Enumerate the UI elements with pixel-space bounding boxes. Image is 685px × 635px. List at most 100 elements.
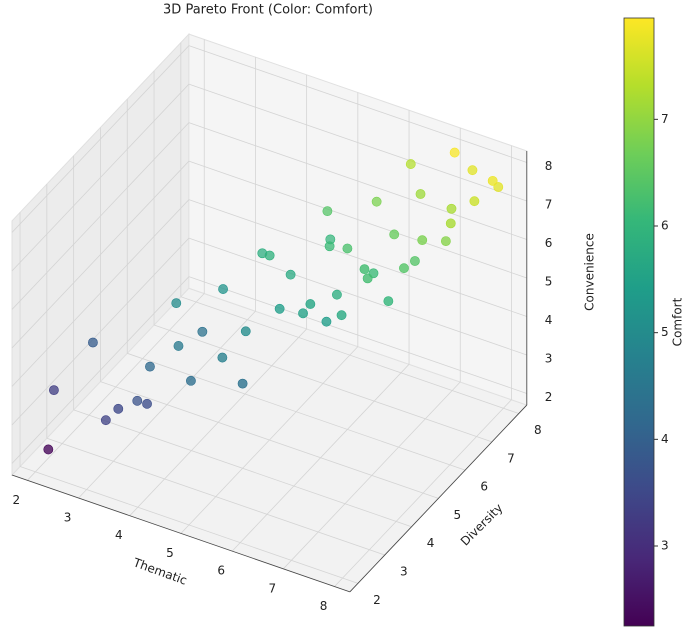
point — [445, 218, 456, 229]
colorbar-tick-label: 6 — [661, 219, 669, 233]
z-tick-label: 7 — [545, 197, 553, 211]
x-tick-label: 5 — [166, 546, 174, 560]
x-tick-label: 6 — [217, 564, 225, 578]
point — [142, 398, 152, 409]
axis-line — [11, 474, 351, 593]
point — [218, 284, 228, 294]
grid — [11, 39, 528, 593]
z-tick-label: 4 — [545, 313, 553, 327]
grid-line — [188, 45, 527, 163]
grid-line — [188, 276, 527, 394]
y-tick-label: 2 — [373, 593, 381, 607]
grid-line — [73, 409, 412, 528]
point — [467, 165, 478, 176]
point — [332, 289, 342, 300]
z-tick-label: 8 — [545, 159, 553, 173]
colorbar-title: Comfort — [671, 297, 685, 346]
point — [359, 264, 370, 275]
colorbar-tick-label: 4 — [661, 432, 669, 446]
grid-line — [188, 160, 527, 279]
point — [274, 303, 285, 314]
z-tick-label: 6 — [545, 236, 553, 250]
point — [405, 159, 416, 169]
point — [305, 299, 316, 309]
point — [389, 229, 400, 240]
grid-line — [11, 160, 190, 349]
grid-line — [188, 83, 527, 202]
axis-line — [349, 404, 528, 593]
y-tick-label: 7 — [507, 451, 515, 465]
point — [440, 236, 451, 246]
point — [321, 316, 332, 327]
point — [469, 196, 480, 207]
grid-line — [11, 122, 190, 310]
panes — [11, 32, 528, 593]
colorbar — [623, 17, 655, 627]
colorbar-tick-label: 3 — [661, 539, 669, 553]
y-tick-label: 6 — [480, 480, 488, 494]
point — [240, 326, 251, 337]
point — [410, 256, 420, 266]
point — [49, 385, 59, 396]
point — [197, 326, 208, 337]
grid-line — [11, 45, 190, 233]
x-tick-label: 4 — [115, 528, 123, 542]
point — [362, 273, 373, 284]
points — [43, 147, 504, 455]
x-tick-label: 8 — [320, 599, 328, 613]
x-axis-title: Thematic — [131, 555, 189, 588]
grid-line — [188, 237, 527, 356]
point — [145, 361, 155, 372]
point — [171, 298, 182, 309]
point — [371, 196, 382, 207]
point — [336, 310, 347, 321]
grid-line — [46, 437, 385, 556]
grid-line — [188, 199, 527, 317]
z-tick-label: 5 — [545, 274, 553, 288]
point — [88, 337, 98, 348]
point — [132, 395, 143, 406]
y-tick-label: 3 — [400, 565, 408, 579]
point — [446, 203, 457, 214]
y-tick-label: 5 — [454, 508, 462, 522]
z-tick-label: 3 — [545, 351, 553, 365]
point — [113, 403, 124, 414]
grid-line — [188, 122, 527, 240]
point — [285, 269, 296, 280]
point — [43, 444, 54, 455]
point — [324, 241, 335, 252]
point — [173, 341, 184, 351]
point — [217, 352, 228, 363]
grid-line — [11, 83, 190, 272]
point — [487, 175, 498, 186]
grid-line — [11, 199, 190, 387]
y-tick-label: 8 — [534, 423, 542, 437]
grid-line — [153, 324, 493, 443]
point — [493, 182, 504, 192]
point — [298, 308, 308, 319]
y-tick-label: 4 — [427, 536, 435, 550]
grid-line — [19, 466, 359, 584]
z-axis-title: Convenience — [583, 233, 597, 311]
grid-line — [180, 296, 519, 414]
x-tick-label: 2 — [13, 493, 21, 507]
z-tick-label: 2 — [545, 390, 553, 404]
point — [417, 235, 428, 246]
point — [322, 206, 333, 217]
x-tick-label: 7 — [269, 581, 277, 595]
point — [237, 378, 248, 389]
point — [264, 250, 275, 261]
point — [186, 375, 196, 386]
grid-line — [100, 381, 439, 499]
y-axis-title: Diversity — [458, 501, 506, 549]
chart-title: 3D Pareto Front (Color: Comfort) — [163, 3, 373, 18]
point — [100, 415, 111, 426]
point — [383, 296, 394, 307]
point — [415, 189, 426, 199]
x-tick-label: 3 — [64, 511, 72, 525]
point — [342, 243, 353, 254]
point — [399, 263, 409, 274]
grid-line — [11, 276, 190, 464]
colorbar-tick-label: 5 — [661, 325, 669, 339]
